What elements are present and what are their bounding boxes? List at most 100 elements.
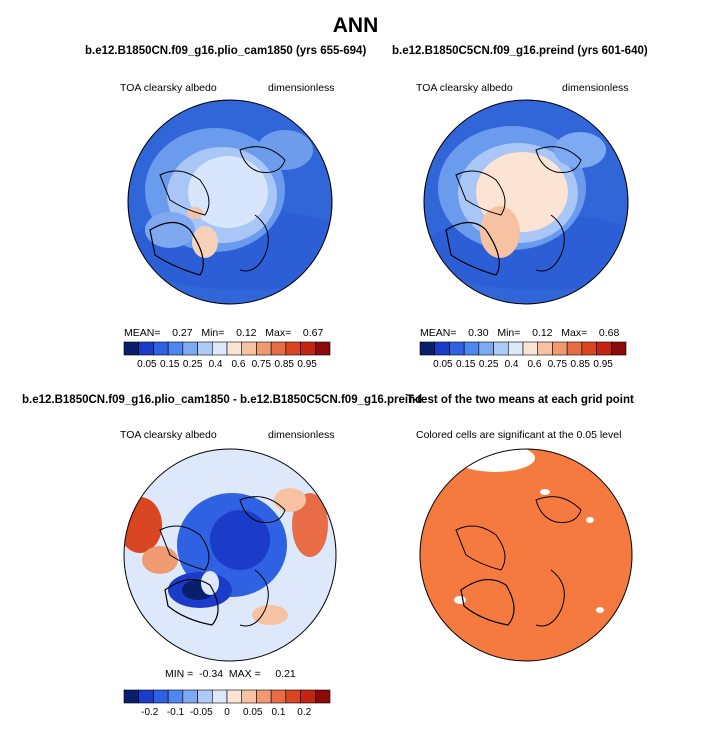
colorbar2-swatch (507, 341, 524, 356)
colorbar-panel1: 0.05 0.15 0.25 0.4 0.6 0.75 0.85 0.95 (123, 341, 331, 370)
panel2-min-label: Min= (497, 327, 521, 339)
colorbar1-swatch (182, 341, 198, 356)
colorbar2-swatch (566, 341, 583, 356)
colorbar2-tick-label: 0.4 (505, 359, 519, 370)
colorbar3-swatch (197, 689, 213, 704)
panel2-max: 0.68 (598, 327, 620, 339)
colorbar3-swatch (256, 689, 272, 704)
colorbar2-swatch (610, 341, 627, 356)
colorbar1-swatch (270, 341, 287, 356)
colorbar1-tick-label: 0.25 (183, 359, 203, 370)
colorbar3-swatch (241, 689, 257, 704)
panel3-max: 0.21 (275, 668, 296, 680)
colorbar2-swatch (552, 341, 568, 356)
colorbar1-swatch (167, 341, 184, 356)
colorbar2-tick-label: 0.75 (548, 359, 568, 370)
panel1-mean-label: MEAN= (124, 327, 161, 339)
colorbar2-tick-label: 0.25 (479, 359, 499, 370)
colorbar1-swatch (241, 341, 257, 356)
colorbar3-tick-label: 0.1 (272, 707, 286, 718)
map2-polar (423, 99, 629, 305)
colorbar1-swatch (314, 341, 331, 356)
colorbar2-tick-label: 0.15 (456, 359, 476, 370)
colorbar3-swatch (226, 689, 243, 704)
map1-polar (127, 99, 333, 305)
colorbar2-swatch (449, 341, 465, 356)
colorbar-panel3: -0.2 -0.1 -0.05 0 0.05 0.1 0.2 (123, 689, 331, 718)
colorbar2-swatch (493, 341, 509, 356)
colorbar1-swatch (153, 341, 169, 356)
panel2-mean: 0.30 (468, 327, 489, 339)
main-title: ANN (332, 14, 379, 37)
colorbar2-tick-label: 0.05 (433, 359, 453, 370)
colorbar3-tick-label: -0.2 (141, 707, 159, 718)
panel3-max-label: MAX = (228, 668, 261, 680)
colorbar2-swatch (434, 341, 450, 356)
panel3-title: b.e12.B1850CN.f09_g16.plio_cam1850 - b.e… (22, 394, 423, 406)
map3-polar (123, 448, 337, 662)
colorbar2-swatch (522, 341, 539, 356)
colorbar3-tick-label: -0.1 (167, 707, 185, 718)
colorbar2-swatch (537, 341, 553, 356)
colorbar1-tick-label: 0.75 (252, 359, 272, 370)
colorbar3-swatch (138, 689, 154, 704)
colorbar3-tick-label: 0 (224, 707, 230, 718)
colorbar-panel2: 0.05 0.15 0.25 0.4 0.6 0.75 0.85 0.95 (419, 341, 627, 370)
colorbar1-tick-label: 0.05 (137, 359, 157, 370)
colorbar1-swatch (197, 341, 213, 356)
panel2-right-label: dimensionless (562, 82, 629, 94)
panel1-mean: 0.27 (172, 327, 193, 339)
colorbar1-swatch (300, 341, 316, 356)
colorbar1-swatch (256, 341, 272, 356)
colorbar1-swatch (138, 341, 154, 356)
panel2-max-label: Max= (561, 327, 588, 339)
colorbar3-tick-label: 0.2 (297, 707, 311, 718)
panel2-title: b.e12.B1850C5CN.f09_g16.preind (yrs 601-… (392, 45, 648, 57)
panel1-title: b.e12.B1850CN.f09_g16.plio_cam1850 (yrs … (85, 45, 367, 57)
colorbar1-swatch (285, 341, 301, 356)
panel1-min-label: Min= (201, 327, 225, 339)
colorbar1-swatch (226, 341, 243, 356)
panel1-right-label: dimensionless (268, 82, 335, 94)
colorbar2-swatch (419, 341, 436, 356)
panel3-left-label: TOA clearsky albedo (120, 429, 217, 441)
colorbar2-tick-label: 0.6 (527, 359, 541, 370)
colorbar2-swatch (463, 341, 480, 356)
colorbar3-tick-label: -0.05 (190, 707, 213, 718)
panel3-min: -0.34 (199, 668, 224, 680)
colorbar1-tick-label: 0.95 (297, 359, 317, 370)
panel2-mean-label: MEAN= (420, 327, 457, 339)
colorbar1-tick-label: 0.6 (231, 359, 245, 370)
colorbar1-tick-label: 0.4 (209, 359, 223, 370)
colorbar2-swatch (581, 341, 597, 356)
panel2-min: 0.12 (532, 327, 553, 339)
colorbar2-swatch (596, 341, 612, 356)
colorbar2-tick-label: 0.95 (593, 359, 613, 370)
panel1-min: 0.12 (236, 327, 257, 339)
panel3-min-label: MIN = (165, 668, 194, 680)
colorbar1-tick-label: 0.85 (274, 359, 294, 370)
colorbar3-swatch (167, 689, 184, 704)
colorbar1-swatch (123, 341, 140, 356)
panel3-right-label: dimensionless (268, 429, 335, 441)
colorbar2-swatch (478, 341, 494, 356)
colorbar3-swatch (285, 689, 301, 704)
colorbar3-swatch (270, 689, 287, 704)
colorbar3-swatch (211, 689, 228, 704)
panel1-left-label: TOA clearsky albedo (120, 82, 217, 94)
colorbar3-swatch (314, 689, 331, 704)
panel4-left-label: Colored cells are significant at the 0.0… (416, 429, 622, 441)
panel2-left-label: TOA clearsky albedo (416, 82, 513, 94)
map4-polar (419, 448, 633, 662)
panel1-max-label: Max= (265, 327, 292, 339)
colorbar3-swatch (182, 689, 198, 704)
colorbar1-tick-label: 0.15 (160, 359, 180, 370)
colorbar3-tick-label: 0.05 (243, 707, 263, 718)
colorbar3-swatch (123, 689, 140, 704)
colorbar3-swatch (153, 689, 169, 704)
panel1-max: 0.67 (302, 327, 324, 339)
colorbar2-tick-label: 0.85 (570, 359, 590, 370)
panel4-title: T-test of the two means at each grid poi… (407, 394, 634, 406)
colorbar3-swatch (300, 689, 316, 704)
